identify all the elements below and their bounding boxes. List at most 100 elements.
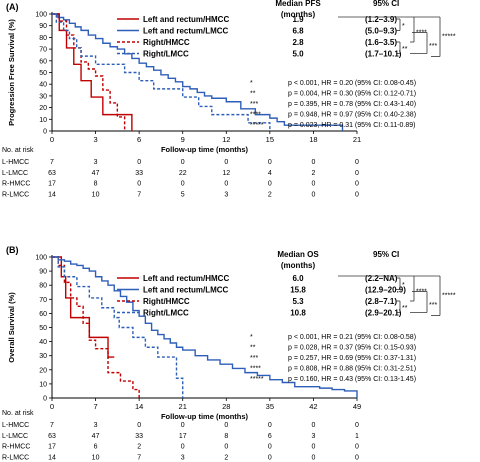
y-tick-label: 40: [39, 339, 47, 346]
stat-mark: ****: [250, 112, 261, 119]
bracket-mark: *****: [442, 293, 456, 300]
stat-text: p = 0.023, HR = 0.31 (95% CI: 0.11-0.89): [288, 122, 416, 129]
ci-value: (1.6–3.5): [365, 38, 397, 47]
panel-label: (B): [6, 245, 19, 255]
y-axis-label: Overall Survival (%): [7, 292, 16, 363]
y-tick-label: 90: [39, 23, 47, 30]
x-axis-label: Follow-up time (months): [161, 145, 249, 154]
risk-value: 3: [94, 159, 98, 166]
legend-label: Right/LMCC: [143, 309, 189, 318]
risk-value: 2: [311, 170, 315, 177]
risk-value: 0: [268, 181, 272, 188]
x-tick-label: 6: [137, 135, 141, 144]
legend-label: Right/LMCC: [143, 50, 189, 59]
risk-value: 0: [181, 422, 185, 429]
series-line-1: [52, 13, 133, 131]
risk-value: 6: [94, 444, 98, 451]
x-tick-label: 18: [309, 135, 317, 144]
bracket-mark: **: [402, 46, 408, 53]
y-tick-label: 10: [39, 381, 47, 388]
risk-value: 10: [92, 191, 100, 198]
risk-value: 63: [48, 170, 56, 177]
y-tick-label: 0: [43, 129, 47, 136]
x-tick-label: 35: [266, 402, 274, 411]
x-tick-label: 12: [222, 135, 230, 144]
risk-value: 0: [137, 422, 141, 429]
legend-label: Left and rectum/HMCC: [143, 15, 229, 24]
ci-value: (2.2–NA): [365, 274, 398, 283]
risk-value: 4: [268, 170, 272, 177]
risk-value: 0: [355, 159, 359, 166]
risk-value: 8: [224, 433, 228, 440]
median-value: 6.0: [292, 274, 304, 283]
risk-value: 0: [311, 181, 315, 188]
stat-mark: **: [250, 345, 256, 352]
risk-value: 0: [224, 159, 228, 166]
risk-value: 2: [268, 191, 272, 198]
y-tick-label: 60: [39, 311, 47, 318]
risk-value: 0: [268, 444, 272, 451]
risk-label: R-HMCC: [2, 444, 30, 451]
risk-value: 0: [355, 170, 359, 177]
series-line-4: [52, 13, 271, 131]
risk-value: 10: [92, 454, 100, 461]
stat-text: p = 0.004, HR = 0.30 (95% CI: 0.12-0.71): [288, 91, 416, 98]
risk-value: 8: [94, 181, 98, 188]
risk-value: 0: [268, 159, 272, 166]
bracket-mark: *: [402, 23, 405, 30]
y-tick-label: 90: [39, 269, 47, 276]
panel-label: (A): [6, 2, 19, 12]
y-tick-label: 20: [39, 367, 47, 374]
stat-text: p = 0.395, HR = 0.78 (95% CI: 0.43-1.40): [288, 101, 416, 108]
risk-value: 0: [355, 422, 359, 429]
ci-value: (12.9–20.9): [365, 286, 406, 295]
risk-value: 0: [137, 159, 141, 166]
risk-label: R-LMCC: [2, 454, 29, 461]
stat-mark: ***: [250, 101, 258, 108]
risk-value: 0: [268, 422, 272, 429]
stat-text: p = 0.160, HR = 0.43 (95% CI: 0.13-1.45): [288, 376, 416, 383]
legend-label: Left and rectum/LMCC: [143, 286, 229, 295]
risk-value: 0: [311, 191, 315, 198]
risk-value: 17: [179, 433, 187, 440]
risk-label: L-LMCC: [2, 170, 28, 177]
median-value: 5.3: [292, 297, 304, 306]
y-tick-label: 70: [39, 47, 47, 54]
risk-value: 3: [181, 454, 185, 461]
y-tick-label: 100: [35, 12, 47, 19]
risk-value: 22: [179, 170, 187, 177]
x-tick-label: 21: [179, 402, 187, 411]
risk-value: 0: [311, 454, 315, 461]
risk-label: R-HMCC: [2, 181, 30, 188]
ci-value: (5.0–9.3): [365, 27, 397, 36]
x-tick-label: 28: [222, 402, 230, 411]
risk-value: 12: [222, 170, 230, 177]
legend-label: Right/HMCC: [143, 38, 190, 47]
risk-value: 0: [268, 454, 272, 461]
risk-value: 7: [50, 159, 54, 166]
stat-mark: ****: [250, 366, 261, 373]
risk-value: 17: [48, 444, 56, 451]
y-tick-label: 80: [39, 35, 47, 42]
x-tick-label: 0: [50, 402, 54, 411]
x-tick-label: 3: [93, 135, 97, 144]
risk-value: 3: [311, 433, 315, 440]
y-tick-label: 0: [43, 396, 47, 403]
series-line-2: [52, 256, 358, 398]
y-tick-label: 20: [39, 105, 47, 112]
median-value: 6.8: [292, 27, 304, 36]
y-tick-label: 80: [39, 283, 47, 290]
y-tick-label: 100: [35, 255, 47, 262]
x-tick-label: 21: [353, 135, 361, 144]
y-tick-label: 50: [39, 70, 47, 77]
stat-text: p < 0.001, HR = 0.21 (95% CI: 0.08-0.58): [288, 334, 416, 341]
stat-text: p = 0.808, HR = 0.88 (95% CI: 0.31-2.51): [288, 366, 416, 373]
series-line-3: [52, 13, 126, 131]
table-header-median: Median PFS: [275, 0, 321, 8]
risk-label: L-LMCC: [2, 433, 28, 440]
risk-value: 0: [355, 454, 359, 461]
risk-value: 17: [48, 181, 56, 188]
x-tick-label: 9: [181, 135, 185, 144]
risk-value: 14: [48, 191, 56, 198]
